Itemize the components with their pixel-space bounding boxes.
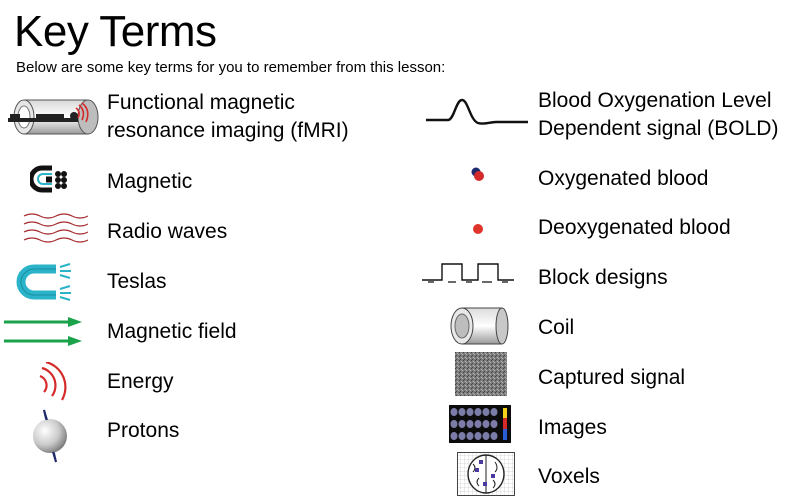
voxel-brain-icon	[457, 452, 515, 496]
noise-signal-icon	[455, 352, 507, 396]
oxygenated-blood-icon	[468, 165, 488, 185]
energy-waves-icon	[36, 362, 76, 402]
term-bold-line1: Blood Oxygenation Level	[538, 89, 772, 112]
term-deoxygenated-blood: Deoxygenated blood	[538, 216, 731, 239]
proton-icon	[30, 408, 70, 464]
mri-scanner-icon	[6, 96, 104, 138]
term-teslas: Teslas	[107, 270, 167, 293]
term-block-designs: Block designs	[538, 266, 668, 289]
term-voxels: Voxels	[538, 465, 600, 488]
coil-icon	[448, 306, 510, 346]
field-arrows-icon	[4, 315, 84, 347]
term-fmri-line1: Functional magnetic	[107, 91, 295, 114]
horseshoe-magnet-icon	[16, 263, 72, 303]
deoxygenated-blood-icon	[470, 221, 486, 237]
term-captured-signal: Captured signal	[538, 366, 686, 389]
term-magnetic: Magnetic	[107, 170, 193, 193]
term-images: Images	[538, 416, 607, 439]
term-magnetic-field: Magnetic field	[107, 320, 237, 343]
magnet-icon	[30, 165, 70, 193]
term-energy: Energy	[107, 370, 174, 393]
page-subtitle: Below are some key terms for you to reme…	[16, 59, 446, 76]
term-protons: Protons	[107, 419, 180, 442]
bold-curve-icon	[426, 96, 528, 130]
block-design-icon	[422, 260, 514, 290]
radio-waves-icon	[22, 212, 88, 248]
brain-images-icon	[449, 405, 511, 443]
term-coil: Coil	[538, 316, 575, 339]
term-bold-line2: Dependent signal (BOLD)	[538, 117, 779, 140]
term-radio-waves: Radio waves	[107, 220, 228, 243]
term-fmri-line2: resonance imaging (fMRI)	[107, 119, 349, 142]
page-title: Key Terms	[14, 7, 217, 56]
term-oxygenated-blood: Oxygenated blood	[538, 167, 709, 190]
